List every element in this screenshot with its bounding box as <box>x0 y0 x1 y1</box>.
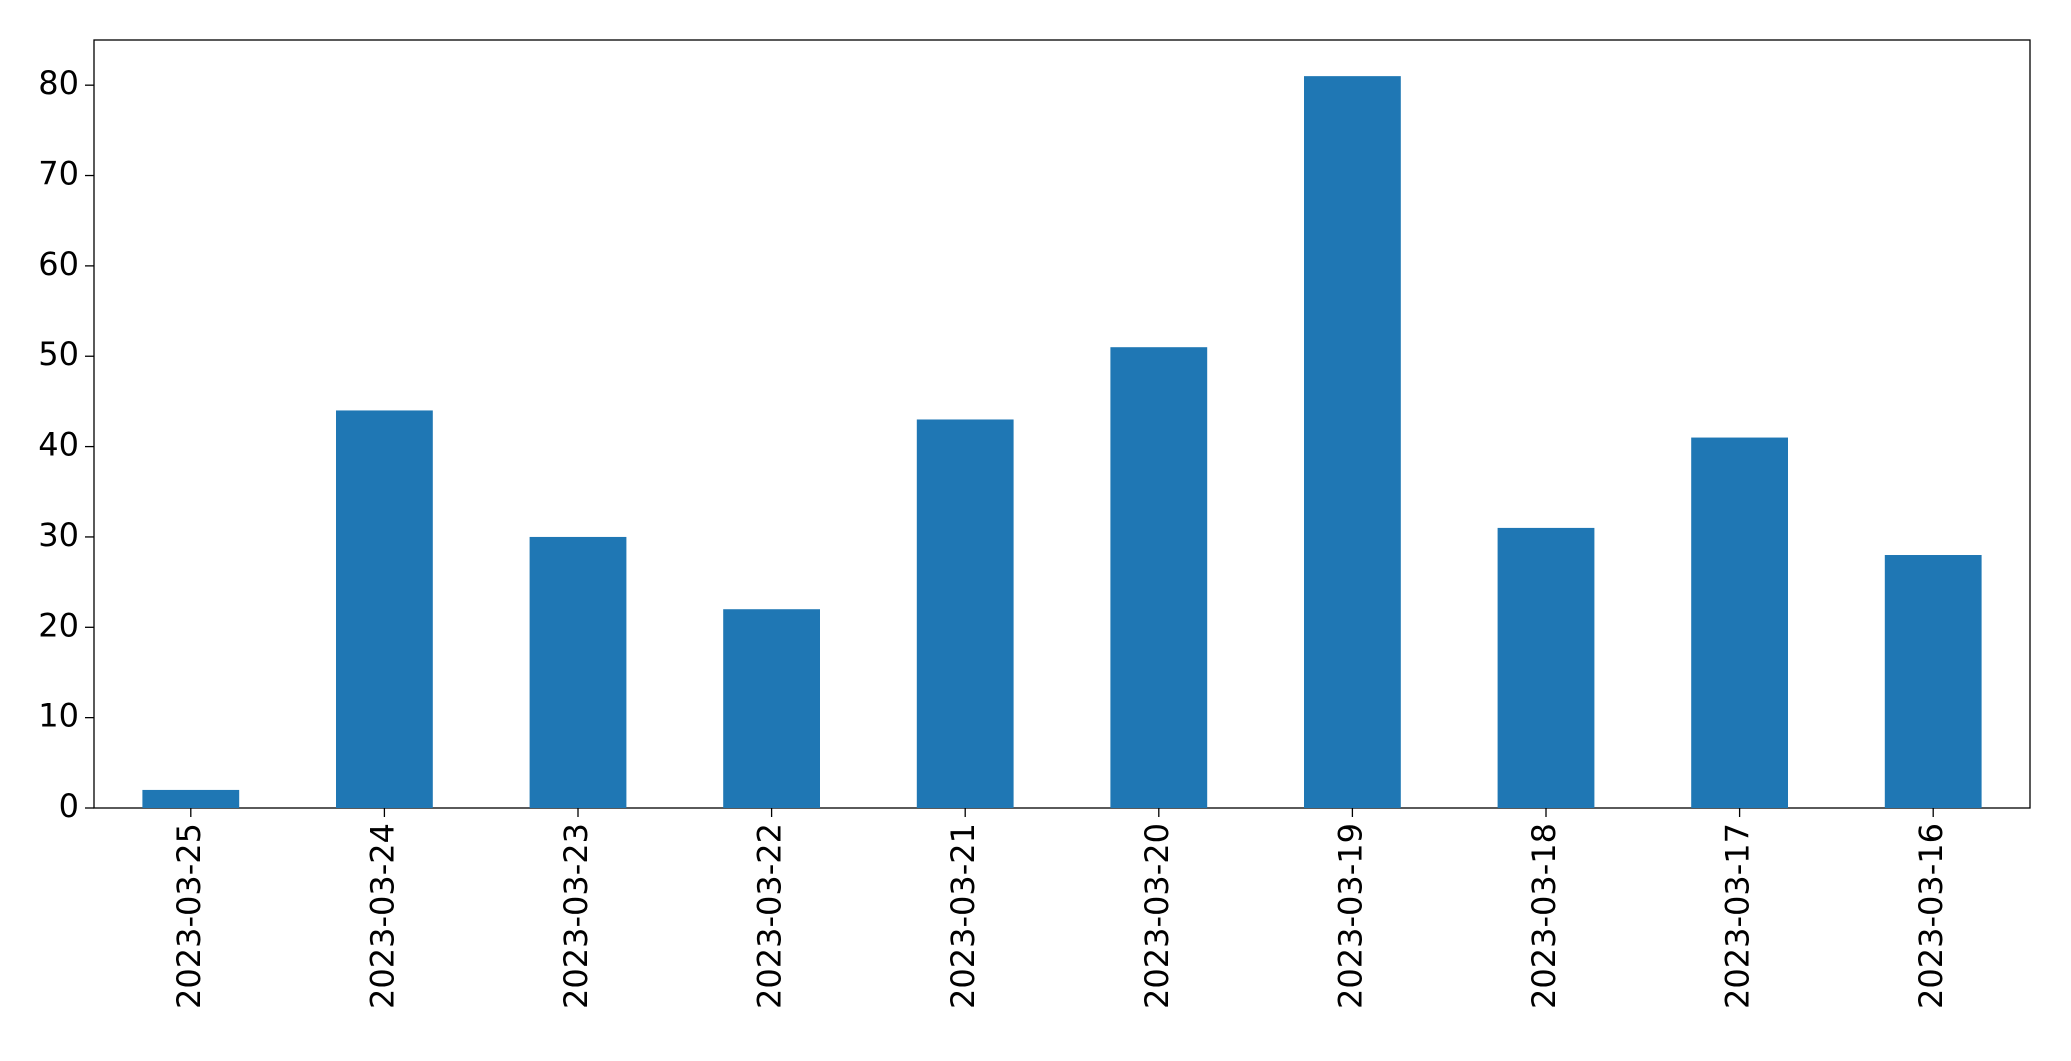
y-tick-label: 50 <box>38 335 79 373</box>
x-tick-label: 2023-03-23 <box>557 823 595 1009</box>
bar <box>336 410 433 808</box>
bar <box>916 419 1014 808</box>
plot-frame <box>93 39 2031 809</box>
bar <box>1884 555 1982 808</box>
y-tick-label: 40 <box>38 426 79 464</box>
bar <box>142 789 240 808</box>
bar <box>723 609 820 808</box>
bar <box>1110 347 1208 808</box>
bar <box>1497 527 1595 808</box>
bar <box>1304 76 1401 808</box>
x-tick-label: 2023-03-25 <box>170 823 208 1009</box>
x-tick-label: 2023-03-18 <box>1525 823 1563 1009</box>
y-tick-label: 30 <box>38 516 79 554</box>
y-tick-label: 0 <box>59 787 79 825</box>
x-tick-label: 2023-03-22 <box>751 823 789 1009</box>
x-tick-label: 2023-03-20 <box>1138 823 1176 1009</box>
x-tick-label: 2023-03-24 <box>363 823 401 1009</box>
y-tick-label: 20 <box>38 606 79 644</box>
bar <box>1691 437 1788 808</box>
y-tick-label: 10 <box>38 697 79 735</box>
x-tick-label: 2023-03-16 <box>1912 823 1950 1009</box>
x-tick-label: 2023-03-19 <box>1331 823 1369 1009</box>
y-tick-label: 60 <box>38 245 79 283</box>
x-tick-label: 2023-03-17 <box>1719 823 1757 1009</box>
y-tick-label: 80 <box>38 64 79 102</box>
x-tick-label: 2023-03-21 <box>944 823 982 1009</box>
y-tick-label: 70 <box>38 155 79 193</box>
bar <box>529 536 627 808</box>
